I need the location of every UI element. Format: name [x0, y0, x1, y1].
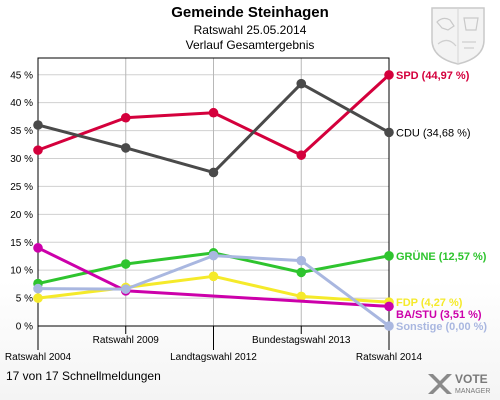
chart-title: Gemeinde Steinhagen: [171, 4, 329, 21]
x-tick-label: Landtagswahl 2012: [170, 352, 257, 363]
data-point-sonstige: [33, 283, 43, 294]
data-point-spd: [120, 112, 131, 123]
data-point-cdu: [33, 120, 43, 130]
data-point-cdu: [120, 143, 131, 153]
status-text: 17 von 17 Schnellmeldungen: [6, 369, 161, 383]
coat-of-arms-icon: [431, 7, 485, 65]
end-label-fdp: FDP (4,27 %): [396, 297, 463, 309]
y-tick-label: 15 %: [10, 238, 33, 249]
y-tick-label: 35 %: [10, 126, 33, 137]
data-point-cdu: [296, 78, 307, 89]
chart-caption: Verlauf Gesamtergebnis: [185, 38, 315, 52]
y-tick-label: 45 %: [10, 70, 33, 81]
data-point-fdp: [33, 293, 43, 303]
end-label-spd: SPD (44,97 %): [396, 70, 470, 82]
data-point-spd: [296, 150, 307, 160]
y-tick-label: 5 %: [16, 294, 33, 305]
end-label-ba-stu: BA/STU (3,51 %): [396, 309, 482, 321]
data-point-gr-ne: [120, 259, 131, 269]
data-point-sonstige: [120, 284, 131, 294]
data-point-sonstige: [296, 255, 307, 266]
data-point-gr-ne: [296, 267, 307, 278]
data-point-ba-stu: [33, 243, 43, 253]
x-tick-label: Ratswahl 2009: [93, 335, 160, 346]
end-label-sonstige: Sonstige (0,00 %): [396, 321, 487, 333]
y-tick-label: 10 %: [10, 266, 33, 277]
data-point-spd: [33, 145, 43, 155]
x-tick-label: Ratswahl 2004: [5, 352, 72, 363]
end-label-cdu: CDU (34,68 %): [396, 127, 471, 139]
data-point-ba-stu: [384, 301, 394, 312]
y-tick-label: 25 %: [10, 182, 33, 193]
y-tick-label: 0 %: [16, 322, 33, 333]
data-point-gr-ne: [384, 251, 394, 261]
data-point-fdp: [296, 291, 307, 302]
logo-text-vote: VOTE: [455, 372, 488, 386]
chart-subtitle: Ratswahl 25.05.2014: [193, 23, 307, 37]
data-point-fdp: [208, 271, 219, 282]
x-tick-label: Bundestagswahl 2013: [252, 335, 351, 346]
end-label-gr-ne: GRÜNE (12,57 %): [396, 250, 487, 263]
data-point-cdu: [384, 127, 394, 138]
vote-manager-logo: VOTE MANAGER: [428, 372, 490, 395]
y-tick-label: 20 %: [10, 210, 33, 221]
data-point-sonstige: [384, 321, 394, 331]
data-point-cdu: [208, 167, 219, 178]
logo-text-manager: MANAGER: [455, 388, 490, 395]
y-tick-label: 40 %: [10, 98, 33, 109]
data-point-spd: [208, 107, 219, 118]
x-tick-label: Ratswahl 2014: [356, 352, 423, 363]
y-tick-label: 30 %: [10, 154, 33, 165]
data-point-sonstige: [208, 250, 219, 261]
plot-frame: [37, 57, 390, 327]
data-point-spd: [384, 70, 394, 80]
